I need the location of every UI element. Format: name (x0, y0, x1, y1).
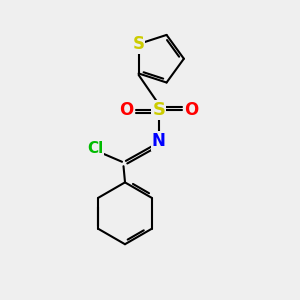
Text: S: S (133, 35, 145, 53)
Text: Cl: Cl (87, 141, 104, 156)
Text: O: O (184, 101, 198, 119)
Text: S: S (152, 101, 165, 119)
Text: O: O (119, 101, 134, 119)
Text: N: N (152, 132, 166, 150)
